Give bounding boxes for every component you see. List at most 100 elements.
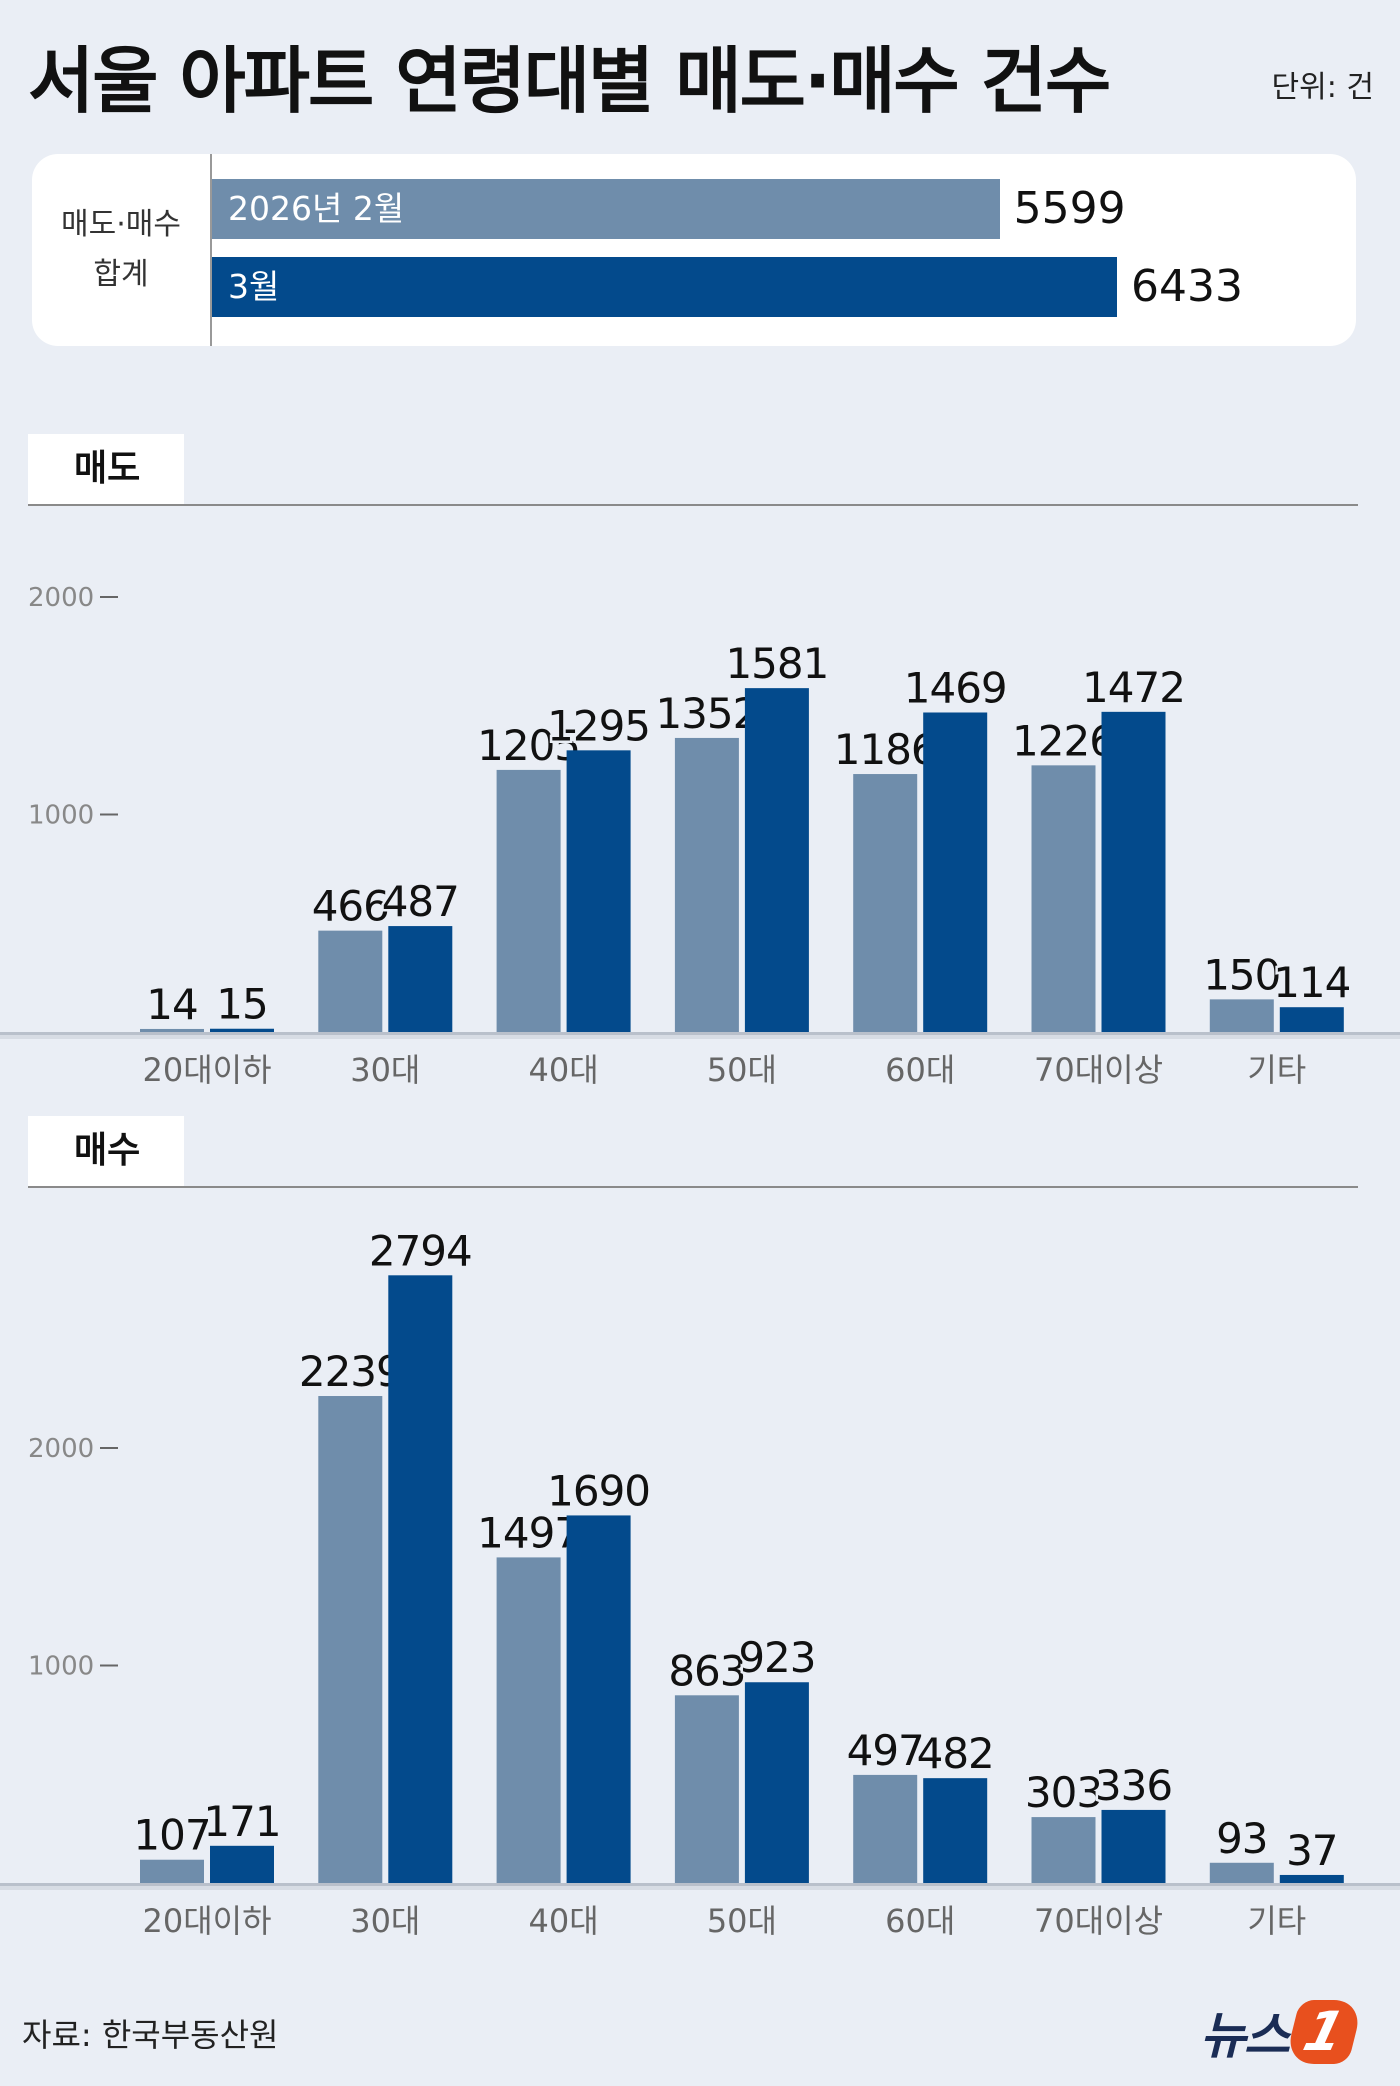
buy-category-label: 50대 (707, 1902, 777, 1940)
news1-logo: 뉴스 1 (1200, 1996, 1364, 2068)
summary-bar-feb-label: 2026년 2월 (228, 189, 405, 228)
summary-panel: 매도·매수 합계 2026년 2월 5599 3월 6433 (32, 154, 1356, 346)
buy-data-label: 497 (847, 1726, 924, 1775)
sell-ytick-label: 2000 (28, 583, 94, 613)
sell-data-label: 14 (146, 980, 197, 1029)
sell-data-label: 1205 (477, 721, 580, 770)
sell-data-label: 1186 (834, 725, 937, 774)
sell-bar (388, 926, 453, 1032)
sell-bar (210, 1028, 274, 1032)
sell-data-label: 150 (1203, 950, 1280, 999)
summary-bar-mar-label: 3월 (228, 267, 280, 306)
buy-ytick-label: 2000 (28, 1434, 94, 1464)
summary-label-line1: 매도·매수 (61, 207, 181, 242)
buy-bar (388, 1275, 453, 1883)
sell-data-label: 1295 (547, 701, 650, 750)
buy-bar (744, 1682, 809, 1883)
sell-bar (1279, 1007, 1344, 1032)
section-rule-buy (28, 1186, 1358, 1188)
sell-baseline (0, 1032, 1400, 1035)
unit-label: 단위: 건 (1271, 70, 1374, 105)
sell-category-label: 30대 (350, 1051, 420, 1089)
buy-data-label: 171 (203, 1797, 280, 1846)
buy-data-label: 2239 (299, 1347, 402, 1396)
buy-bar (1279, 1874, 1344, 1883)
buy-bar (566, 1515, 631, 1883)
buy-bar (923, 1778, 988, 1883)
buy-category-label: 40대 (529, 1902, 599, 1940)
logo-mark-icon: 1 (1284, 2000, 1364, 2064)
section-rule-sell (28, 504, 1358, 506)
sell-category-label: 50대 (707, 1051, 777, 1089)
sell-data-label: 114 (1273, 958, 1350, 1007)
buy-data-label: 1690 (547, 1466, 650, 1515)
sell-bar (853, 774, 918, 1032)
sell-data-label: 1352 (655, 689, 758, 738)
buy-baseline-shadow (0, 1886, 1400, 1890)
summary-label-line2: 합계 (93, 257, 149, 292)
sell-category-label: 40대 (529, 1051, 599, 1089)
buy-bar (140, 1859, 204, 1883)
buy-data-label: 482 (917, 1729, 994, 1778)
sell-data-label: 1472 (1082, 663, 1185, 712)
buy-data-label: 2794 (369, 1226, 472, 1275)
logo-text: 뉴스 (1200, 2007, 1290, 2065)
sell-bar (1101, 711, 1166, 1032)
sell-data-label: 466 (312, 882, 389, 931)
buy-bar (1209, 1862, 1274, 1883)
buy-data-label: 923 (738, 1633, 815, 1682)
sell-bar (674, 737, 739, 1032)
sell-data-label: 1469 (904, 663, 1007, 712)
sell-ytick-label: 1000 (28, 801, 94, 831)
buy-baseline (0, 1883, 1400, 1886)
summary-bar-mar: 3월 (212, 257, 1117, 317)
summary-label: 매도·매수 합계 (32, 200, 210, 300)
buy-category-label: 20대이하 (142, 1902, 271, 1940)
sell-bar (140, 1028, 204, 1032)
sell-category-label: 70대이상 (1034, 1051, 1163, 1089)
sell-bar (1209, 999, 1274, 1032)
buy-data-label: 336 (1095, 1761, 1172, 1810)
buy-data-label: 107 (133, 1811, 210, 1860)
sell-data-label: 15 (216, 980, 267, 1029)
summary-value-mar: 6433 (1131, 261, 1243, 312)
page-title: 서울 아파트 연령대별 매도·매수 건수 (28, 39, 1111, 123)
sell-data-label: 1581 (725, 639, 828, 688)
sell-bar (496, 769, 561, 1032)
buy-category-label: 기타 (1247, 1902, 1306, 1940)
sell-bar (744, 688, 809, 1032)
buy-data-label: 863 (668, 1646, 745, 1695)
buy-data-label: 303 (1025, 1768, 1102, 1817)
buy-category-label: 30대 (350, 1902, 420, 1940)
buy-bar (210, 1845, 274, 1883)
sell-category-label: 기타 (1247, 1051, 1306, 1089)
buy-category-label: 70대이상 (1034, 1902, 1163, 1940)
sell-category-label: 20대이하 (142, 1051, 271, 1089)
section-tab-sell: 매도 (28, 434, 184, 504)
sell-bar (318, 930, 383, 1032)
sell-bar (566, 750, 631, 1032)
sell-category-label: 60대 (885, 1051, 955, 1089)
summary-value-feb: 5599 (1013, 183, 1126, 234)
sell-data-label: 1226 (1012, 716, 1115, 765)
buy-data-label: 37 (1286, 1826, 1337, 1875)
buy-data-label: 1497 (477, 1508, 580, 1557)
buy-data-label: 93 (1216, 1814, 1267, 1863)
buy-bar (1031, 1817, 1096, 1883)
buy-bar (674, 1695, 739, 1883)
buy-bar (853, 1774, 918, 1883)
summary-axis (210, 154, 212, 346)
sell-data-label: 487 (382, 877, 459, 926)
buy-bar (1101, 1809, 1166, 1883)
buy-bar (318, 1396, 383, 1883)
source-note: 자료: 한국부동산원 (22, 2016, 279, 2054)
sell-bar (923, 712, 988, 1032)
sell-bar (1031, 765, 1096, 1032)
buy-ytick-label: 1000 (28, 1652, 94, 1682)
buy-category-label: 60대 (885, 1902, 955, 1940)
sell-baseline-shadow (0, 1035, 1400, 1039)
section-tab-buy: 매수 (28, 1116, 184, 1186)
summary-bar-feb: 2026년 2월 (212, 179, 1000, 239)
